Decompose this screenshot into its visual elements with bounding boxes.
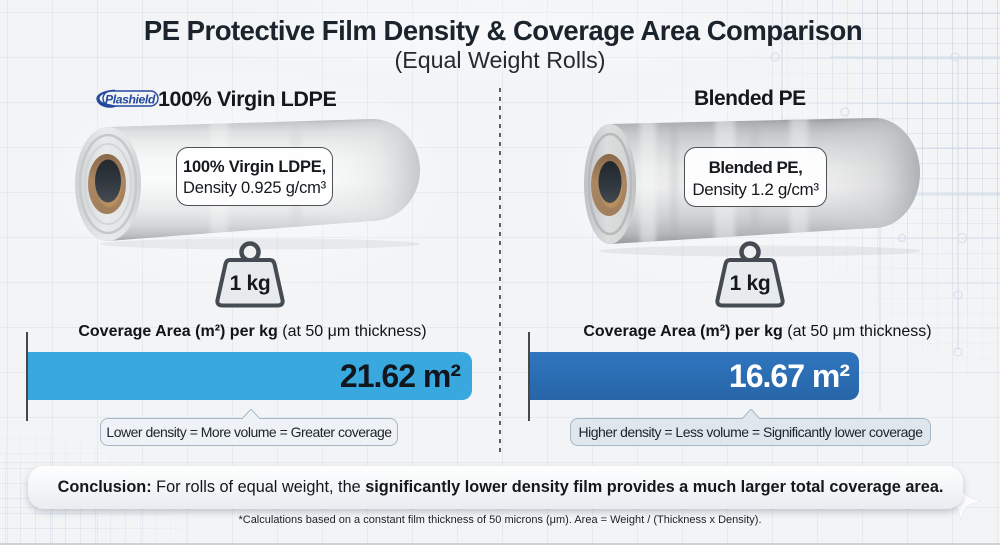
svg-text:Plashield: Plashield [105,92,156,106]
svg-text:1 kg: 1 kg [730,272,771,295]
svg-text:1 kg: 1 kg [230,272,271,295]
